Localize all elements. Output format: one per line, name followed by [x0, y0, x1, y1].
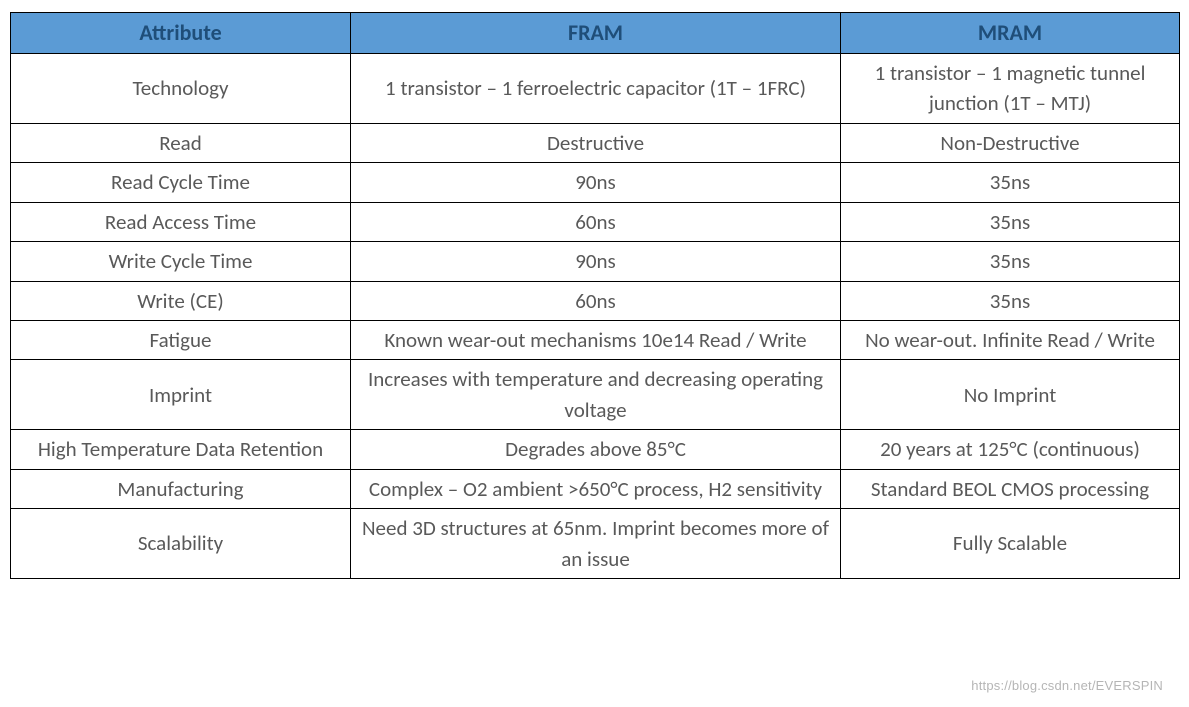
- cell-mram: 35ns: [841, 281, 1180, 320]
- cell-fram: 1 transistor – 1 ferroelectric capacitor…: [351, 53, 841, 123]
- table-row: Write Cycle Time 90ns 35ns: [11, 242, 1180, 281]
- cell-fram: Need 3D structures at 65nm. Imprint beco…: [351, 509, 841, 579]
- cell-mram: 1 transistor – 1 magnetic tunnel junctio…: [841, 53, 1180, 123]
- cell-mram: 35ns: [841, 242, 1180, 281]
- cell-fram: 90ns: [351, 163, 841, 202]
- table-row: Fatigue Known wear-out mechanisms 10e14 …: [11, 320, 1180, 359]
- table-row: Read Cycle Time 90ns 35ns: [11, 163, 1180, 202]
- table-row: Write (CE) 60ns 35ns: [11, 281, 1180, 320]
- table-row: Imprint Increases with temperature and d…: [11, 360, 1180, 430]
- cell-attribute: High Temperature Data Retention: [11, 430, 351, 469]
- table-row: High Temperature Data Retention Degrades…: [11, 430, 1180, 469]
- cell-fram: 60ns: [351, 281, 841, 320]
- cell-attribute: Write Cycle Time: [11, 242, 351, 281]
- cell-mram: 35ns: [841, 202, 1180, 241]
- cell-attribute: Scalability: [11, 509, 351, 579]
- cell-mram: Fully Scalable: [841, 509, 1180, 579]
- table-row: Technology 1 transistor – 1 ferroelectri…: [11, 53, 1180, 123]
- table-row: Read Access Time 60ns 35ns: [11, 202, 1180, 241]
- col-header-fram: FRAM: [351, 13, 841, 54]
- cell-mram: Non-Destructive: [841, 123, 1180, 162]
- cell-attribute: Technology: [11, 53, 351, 123]
- cell-attribute: Read: [11, 123, 351, 162]
- cell-fram: Complex – O2 ambient >650°C process, H2 …: [351, 469, 841, 508]
- table-row: Scalability Need 3D structures at 65nm. …: [11, 509, 1180, 579]
- table-row: Manufacturing Complex – O2 ambient >650°…: [11, 469, 1180, 508]
- cell-fram: Known wear-out mechanisms 10e14 Read / W…: [351, 320, 841, 359]
- cell-attribute: Read Access Time: [11, 202, 351, 241]
- cell-fram: Destructive: [351, 123, 841, 162]
- cell-mram: No wear-out. Infinite Read / Write: [841, 320, 1180, 359]
- table-row: Read Destructive Non-Destructive: [11, 123, 1180, 162]
- cell-fram: Degrades above 85°C: [351, 430, 841, 469]
- cell-attribute: Manufacturing: [11, 469, 351, 508]
- col-header-attribute: Attribute: [11, 13, 351, 54]
- cell-attribute: Imprint: [11, 360, 351, 430]
- col-header-mram: MRAM: [841, 13, 1180, 54]
- watermark-text: https://blog.csdn.net/EVERSPIN: [971, 678, 1163, 693]
- cell-fram: Increases with temperature and decreasin…: [351, 360, 841, 430]
- cell-fram: 90ns: [351, 242, 841, 281]
- cell-fram: 60ns: [351, 202, 841, 241]
- cell-mram: 35ns: [841, 163, 1180, 202]
- cell-mram: Standard BEOL CMOS processing: [841, 469, 1180, 508]
- table-body: Technology 1 transistor – 1 ferroelectri…: [11, 53, 1180, 578]
- comparison-table: Attribute FRAM MRAM Technology 1 transis…: [10, 12, 1180, 579]
- cell-attribute: Read Cycle Time: [11, 163, 351, 202]
- table-header-row: Attribute FRAM MRAM: [11, 13, 1180, 54]
- cell-attribute: Write (CE): [11, 281, 351, 320]
- cell-mram: No Imprint: [841, 360, 1180, 430]
- cell-attribute: Fatigue: [11, 320, 351, 359]
- cell-mram: 20 years at 125°C (continuous): [841, 430, 1180, 469]
